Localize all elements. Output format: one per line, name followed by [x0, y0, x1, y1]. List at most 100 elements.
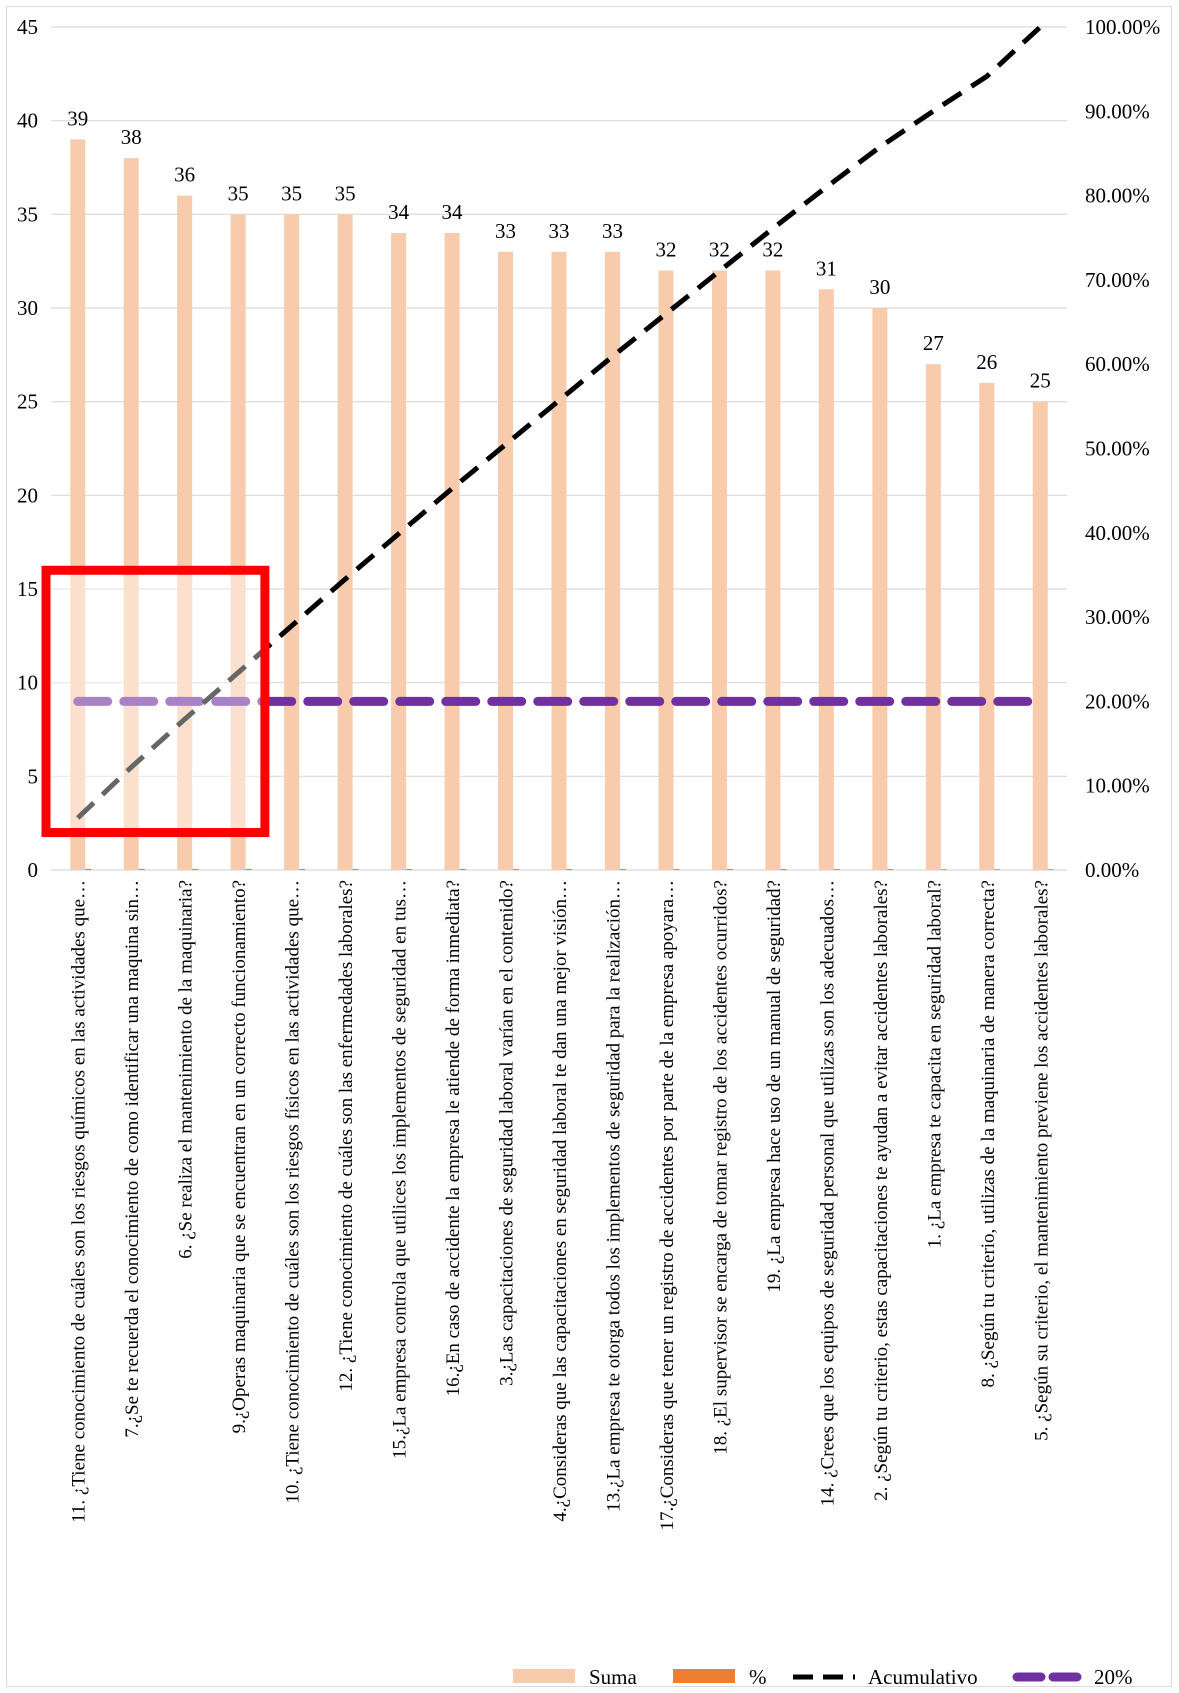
bar-percent — [459, 868, 466, 870]
bar-suma — [444, 233, 460, 871]
category-label: 6. ¿Se realiza el mantenimiento de la ma… — [176, 880, 197, 1259]
category-label: 2. ¿Según tu criterio, estas capacitacio… — [871, 880, 892, 1501]
data-label: 30 — [869, 275, 890, 299]
bar-percent — [352, 868, 359, 870]
category-label: 11. ¿Tiene conocimiento de cuáles son lo… — [69, 880, 90, 1523]
bar-suma — [391, 233, 407, 871]
y2-tick-label: 50.00% — [1085, 437, 1150, 461]
category-label: 18. ¿El supervisor se encarga de tomar r… — [710, 880, 731, 1455]
legend-label-20: 20% — [1094, 1665, 1133, 1689]
data-label: 31 — [816, 256, 837, 280]
y2-tick-label: 70.00% — [1085, 268, 1150, 292]
lines-layer — [73, 25, 1045, 820]
category-label: 8. ¿Según tu criterio, utilizas de la ma… — [978, 880, 999, 1387]
bar-suma — [604, 251, 620, 871]
bar-percent — [726, 869, 733, 870]
y2-tick-label: 10.00% — [1085, 774, 1150, 798]
data-label: 34 — [442, 200, 464, 224]
y2-tick-label: 0.00% — [1085, 858, 1139, 882]
category-label: 4.¿Consideras que las capacitaciones en … — [550, 880, 571, 1522]
category-label: 19. ¿La empresa hace uso de un manual de… — [764, 880, 785, 1293]
bar-percent — [406, 868, 413, 870]
data-label: 36 — [174, 163, 195, 187]
legend: Suma% Acumulativo 20% — [513, 1665, 1133, 1689]
y-tick-label: 5 — [28, 764, 39, 788]
y-tick-label: 45 — [17, 15, 38, 39]
bar-suma — [711, 270, 727, 870]
y-tick-label: 20 — [17, 483, 38, 507]
bar-suma — [498, 251, 514, 871]
bar-percent — [138, 868, 145, 870]
data-label: 33 — [495, 219, 516, 243]
category-label: 10. ¿Tiene conocimiento de cuáles son lo… — [283, 880, 304, 1504]
bar-suma — [70, 139, 86, 870]
bar-percent — [566, 869, 573, 870]
data-label: 32 — [655, 238, 676, 262]
bar-percent — [673, 869, 680, 870]
data-label: 38 — [121, 125, 142, 149]
cumulative-line — [76, 25, 1042, 820]
bar-suma — [872, 308, 888, 870]
y-tick-label: 40 — [17, 109, 38, 133]
category-label: 5. ¿Según su criterio, el mantenimiento … — [1031, 880, 1052, 1441]
data-label: 27 — [923, 331, 944, 355]
bar-suma — [658, 270, 674, 870]
bar-percent — [1047, 869, 1054, 870]
legend-label-suma: Suma — [589, 1665, 638, 1689]
bar-percent — [192, 868, 199, 870]
legend-swatch-percent — [673, 1669, 735, 1683]
data-label: 26 — [976, 350, 997, 374]
y2-tick-label: 90.00% — [1085, 99, 1150, 123]
y2-tick-label: 100.00% — [1085, 15, 1160, 39]
gridlines — [51, 26, 1067, 871]
bars-suma — [70, 139, 1048, 871]
data-label: 35 — [228, 181, 249, 205]
bar-suma — [337, 214, 353, 871]
highlight-box — [41, 565, 270, 838]
data-label: 35 — [335, 181, 356, 205]
bar-suma — [925, 364, 941, 870]
category-label: 9.¿Operas maquinaria que se encuentran e… — [229, 880, 250, 1433]
bars-percent — [85, 868, 1054, 870]
data-label: 32 — [762, 238, 783, 262]
data-label: 33 — [549, 219, 570, 243]
bar-suma — [979, 382, 995, 870]
bar-suma — [765, 270, 781, 870]
bar-percent — [940, 869, 947, 870]
y-tick-label: 30 — [17, 296, 38, 320]
category-labels: 11. ¿Tiene conocimiento de cuáles son lo… — [69, 880, 1053, 1530]
data-label: 35 — [281, 181, 302, 205]
legend-label-acumulativo: Acumulativo — [868, 1665, 978, 1689]
y2-tick-label: 60.00% — [1085, 352, 1150, 376]
highlight-layer — [41, 565, 270, 838]
bar-suma — [818, 289, 834, 870]
data-labels: 39 38 36 35 35 35 34 34 33 33 33 32 32 32 31 30 27 26 25 — [67, 106, 1051, 392]
bar-suma — [230, 214, 246, 871]
chart-frame — [6, 6, 1172, 1687]
bar-suma — [551, 251, 567, 871]
y-tick-label: 10 — [17, 671, 38, 695]
y2-tick-label: 30.00% — [1085, 605, 1150, 629]
category-label: 12. ¿Tiene conocimiento de cuáles son la… — [336, 880, 357, 1392]
bar-percent — [833, 869, 840, 870]
axes: 0 5 10 15 20 25 30 35 40 45 0.00% 10.00% 20.00% 30.00… — [17, 15, 1160, 882]
bar-percent — [887, 869, 894, 870]
y-tick-label: 35 — [17, 202, 38, 226]
y-tick-label: 25 — [17, 390, 38, 414]
category-label: 15.¿La empresa controla que utilices los… — [390, 880, 411, 1459]
bar-percent — [513, 869, 520, 870]
bar-suma — [123, 158, 139, 871]
category-label: 17.¿Consideras que tener un registro de … — [657, 880, 678, 1530]
category-label: 1. ¿La empresa te capacita en seguridad … — [924, 880, 945, 1248]
category-label: 14. ¿Crees que los equipos de seguridad … — [817, 880, 838, 1506]
bar-suma — [284, 214, 300, 871]
bar-percent — [780, 869, 787, 870]
data-label: 33 — [602, 219, 623, 243]
bar-percent — [619, 869, 626, 870]
category-label: 13.¿La empresa te otorga todos los imple… — [603, 880, 624, 1512]
legend-label-percent: % — [749, 1665, 767, 1689]
y-tick-label: 15 — [17, 577, 38, 601]
category-label: 16.¿En caso de accidente la empresa le a… — [443, 880, 464, 1396]
bar-percent — [85, 868, 92, 870]
